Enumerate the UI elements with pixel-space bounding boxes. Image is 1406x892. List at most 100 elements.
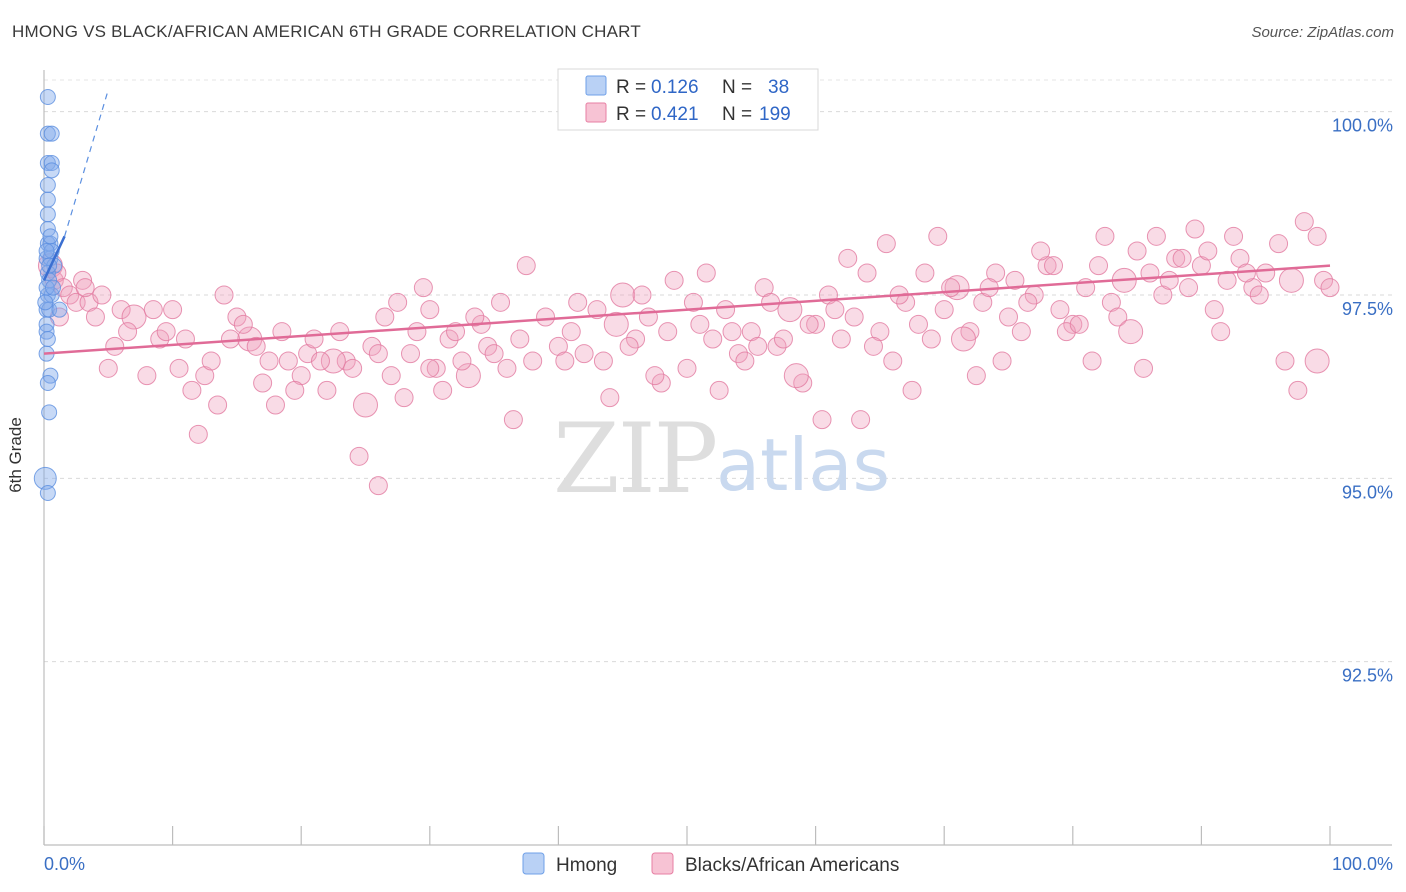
trend-line-hmong (42, 235, 66, 281)
black-point-180 (1095, 226, 1115, 246)
trend-line-hmong-extension (64, 89, 109, 237)
black-point-173 (1005, 270, 1025, 290)
hmong-point-28 (39, 485, 56, 501)
hmong-point-27 (33, 466, 57, 490)
black-point-123 (75, 278, 95, 298)
black-point-109 (1179, 278, 1199, 298)
y-tick-label-2: 95.0% (1342, 482, 1393, 502)
hmong-point-5 (43, 162, 60, 179)
black-point-143 (603, 311, 629, 337)
black-point-185 (1159, 270, 1179, 290)
black-point-70 (677, 358, 697, 378)
black-point-17 (163, 300, 183, 320)
black-point-159 (825, 300, 845, 320)
hmong-point-0 (39, 89, 56, 105)
black-point-35 (317, 380, 337, 400)
black-point-133 (388, 292, 408, 312)
black-point-187 (1185, 219, 1205, 239)
black-point-162 (863, 336, 883, 356)
black-point-137 (491, 292, 511, 312)
watermark-atlas: atlas (716, 423, 890, 507)
black-point-69 (664, 270, 684, 290)
black-point-72 (703, 329, 723, 349)
black-point-68 (651, 373, 671, 393)
black-point-121 (1320, 278, 1340, 298)
legend-n-label-hmong: N = (722, 77, 752, 98)
black-point-14 (137, 366, 157, 386)
hmong-point-32 (38, 243, 55, 259)
black-point-184 (1146, 226, 1166, 246)
black-point-50 (439, 329, 459, 349)
legend-n-value-black: 199 (759, 104, 791, 125)
watermark-zip: ZIP (553, 403, 716, 515)
black-point-34 (304, 329, 324, 349)
black-point-188 (1198, 241, 1218, 261)
black-point-168 (941, 278, 961, 298)
bottom-legend: Hmong Blacks/African Americans (522, 852, 899, 876)
black-point-48 (426, 358, 446, 378)
black-point-134 (413, 278, 433, 298)
black-point-54 (478, 336, 498, 356)
y-tick-label-3: 92.5% (1342, 666, 1393, 686)
black-point-132 (368, 476, 388, 496)
black-point-84 (857, 263, 877, 283)
black-point-11 (105, 336, 125, 356)
black-point-179 (1082, 351, 1102, 371)
black-point-172 (992, 351, 1012, 371)
black-point-102 (1089, 256, 1109, 276)
black-point-128 (259, 351, 279, 371)
black-point-22 (201, 351, 221, 371)
black-point-88 (908, 314, 928, 334)
black-point-155 (773, 329, 793, 349)
black-point-43 (381, 366, 401, 386)
black-point-145 (632, 285, 652, 305)
black-point-71 (690, 314, 710, 334)
black-point-73 (716, 300, 736, 320)
black-point-8 (85, 307, 105, 327)
black-point-27 (246, 336, 266, 356)
bottom-legend-label-black: Blacks/African Americans (685, 855, 899, 876)
black-point-89 (921, 329, 941, 349)
hmong-point-8 (39, 206, 56, 223)
hmong-point-36 (42, 228, 59, 245)
black-point-148 (683, 292, 703, 312)
black-point-42 (375, 307, 395, 327)
black-point-176 (1044, 256, 1064, 276)
black-point-100 (1063, 314, 1083, 334)
chart-title: HMONG VS BLACK/AFRICAN AMERICAN 6TH GRAD… (12, 22, 641, 41)
black-point-55 (484, 344, 504, 364)
black-point-167 (928, 226, 948, 246)
black-point-194 (1288, 380, 1308, 400)
hmong-point-6 (39, 177, 56, 193)
black-point-62 (574, 344, 594, 364)
black-point-175 (1031, 241, 1051, 261)
black-point-174 (1018, 292, 1038, 312)
legend-r-label-hmong: R = (616, 77, 646, 98)
black-point-90 (934, 300, 954, 320)
black-point-51 (446, 322, 466, 342)
black-point-61 (561, 322, 581, 342)
black-point-152 (735, 351, 755, 371)
black-point-146 (645, 366, 665, 386)
black-point-80 (806, 314, 826, 334)
black-point-140 (555, 351, 575, 371)
black-point-4 (60, 285, 80, 305)
black-point-12 (111, 300, 131, 320)
black-point-58 (523, 351, 543, 371)
black-point-91 (944, 275, 970, 301)
black-point-147 (658, 322, 678, 342)
black-point-127 (220, 329, 240, 349)
bottom-legend-swatch-hmong (522, 852, 545, 875)
source-label: Source: ZipAtlas.com (1251, 24, 1394, 41)
black-point-95 (999, 307, 1018, 327)
black-point-119 (1307, 226, 1327, 246)
black-point-15 (150, 329, 170, 349)
black-point-23 (208, 395, 228, 415)
black-point-112 (1217, 270, 1237, 290)
black-point-139 (516, 256, 536, 276)
black-point-141 (568, 292, 588, 312)
black-point-63 (587, 300, 607, 320)
black-point-189 (1211, 322, 1231, 342)
black-point-28 (253, 373, 273, 393)
black-point-47 (420, 300, 440, 320)
